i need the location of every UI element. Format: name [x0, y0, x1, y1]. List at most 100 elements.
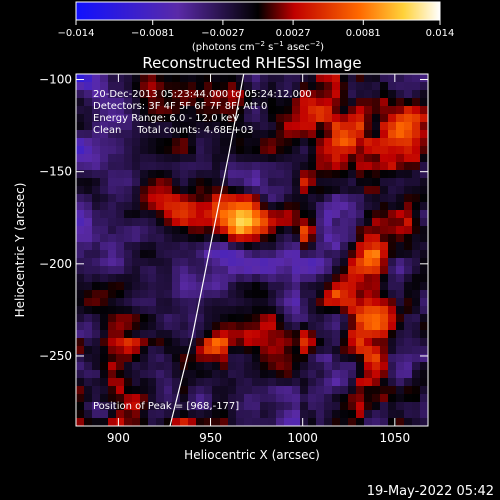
- heatmap-cell: [332, 346, 341, 355]
- heatmap-cell: [180, 74, 189, 83]
- heatmap-cell: [380, 146, 389, 155]
- heatmap-cell: [316, 122, 325, 131]
- heatmap-cell: [340, 314, 349, 323]
- heatmap-cell: [308, 186, 317, 195]
- heatmap-cell: [212, 258, 221, 267]
- heatmap-cell: [244, 258, 253, 267]
- heatmap-cell: [308, 82, 317, 91]
- heatmap-cell: [276, 386, 285, 395]
- heatmap-cell: [292, 322, 301, 331]
- heatmap-cell: [228, 314, 237, 323]
- heatmap-cell: [348, 274, 357, 283]
- heatmap-cell: [204, 402, 213, 411]
- heatmap-cell: [316, 274, 325, 283]
- heatmap-cell: [84, 146, 93, 155]
- heatmap-cell: [300, 410, 309, 419]
- heatmap-cell: [84, 194, 93, 203]
- heatmap-cell: [412, 74, 421, 83]
- heatmap-cell: [260, 170, 269, 179]
- heatmap-cell: [132, 274, 141, 283]
- heatmap-cell: [340, 362, 349, 371]
- heatmap-cell: [188, 186, 197, 195]
- heatmap-cell: [284, 202, 293, 211]
- heatmap-cell: [284, 346, 293, 355]
- heatmap-cell: [340, 306, 349, 315]
- heatmap-cell: [92, 90, 101, 99]
- heatmap-cell: [172, 146, 181, 155]
- heatmap-cell: [356, 290, 365, 299]
- heatmap-cell: [92, 234, 101, 243]
- colorbar-tick-label: 0.0081: [346, 28, 381, 39]
- heatmap-cell: [220, 218, 229, 227]
- heatmap-cell: [140, 322, 149, 331]
- heatmap-cell: [380, 362, 389, 371]
- heatmap-cell: [420, 314, 428, 323]
- heatmap-cell: [124, 106, 133, 115]
- heatmap-cell: [172, 370, 181, 379]
- heatmap-cell: [420, 346, 428, 355]
- heatmap-cell: [196, 122, 205, 131]
- heatmap-cell: [332, 218, 341, 227]
- heatmap-cell: [236, 314, 245, 323]
- heatmap-cell: [396, 282, 405, 291]
- heatmap-cell: [348, 146, 357, 155]
- heatmap-cell: [180, 130, 189, 139]
- heatmap-cell: [204, 386, 213, 395]
- heatmap-cell: [340, 162, 349, 171]
- heatmap-cell: [124, 154, 133, 163]
- heatmap-cell: [164, 170, 173, 179]
- heatmap-cell: [284, 330, 293, 339]
- heatmap-cell: [380, 314, 389, 323]
- heatmap-cell: [212, 370, 221, 379]
- heatmap-cell: [76, 130, 85, 139]
- heatmap-cell: [276, 130, 285, 139]
- heatmap-cell: [156, 98, 165, 107]
- heatmap-cell: [156, 386, 165, 395]
- heatmap-cell: [196, 258, 205, 267]
- heatmap-cell: [164, 338, 173, 347]
- heatmap-cell: [228, 282, 237, 291]
- heatmap-cell: [108, 338, 117, 347]
- heatmap-cell: [236, 162, 245, 171]
- heatmap-cell: [276, 314, 285, 323]
- heatmap-cell: [196, 170, 205, 179]
- heatmap-cell: [100, 162, 109, 171]
- heatmap-cell: [228, 186, 237, 195]
- heatmap-cell: [260, 178, 269, 187]
- heatmap-cell: [180, 314, 189, 323]
- heatmap-cell: [212, 410, 221, 419]
- heatmap-cell: [236, 266, 245, 275]
- heatmap-cell: [348, 114, 357, 123]
- heatmap-cell: [76, 298, 85, 307]
- heatmap-cell: [260, 266, 269, 275]
- heatmap-cell: [188, 234, 197, 243]
- heatmap-cell: [84, 282, 93, 291]
- heatmap-cell: [228, 330, 237, 339]
- heatmap-cell: [100, 82, 109, 91]
- heatmap-cell: [300, 162, 309, 171]
- heatmap-cell: [364, 106, 373, 115]
- heatmap-cell: [284, 114, 293, 123]
- heatmap-cell: [300, 274, 309, 283]
- heatmap-cell: [380, 386, 389, 395]
- heatmap-cell: [348, 106, 357, 115]
- heatmap-cell: [92, 210, 101, 219]
- heatmap-cell: [340, 114, 349, 123]
- heatmap-cell: [172, 106, 181, 115]
- heatmap-cell: [412, 210, 421, 219]
- heatmap-cell: [404, 114, 413, 123]
- heatmap-cell: [276, 250, 285, 259]
- heatmap-cell: [212, 418, 221, 426]
- heatmap-cell: [156, 162, 165, 171]
- heatmap-cell: [92, 250, 101, 259]
- heatmap-cell: [140, 98, 149, 107]
- heatmap-cell: [268, 298, 277, 307]
- heatmap-cell: [172, 194, 181, 203]
- heatmap-cell: [156, 90, 165, 99]
- heatmap-cell: [172, 154, 181, 163]
- heatmap-cell: [148, 106, 157, 115]
- heatmap-cell: [308, 394, 317, 403]
- heatmap-cell: [380, 218, 389, 227]
- heatmap-cell: [180, 234, 189, 243]
- heatmap-cell: [228, 266, 237, 275]
